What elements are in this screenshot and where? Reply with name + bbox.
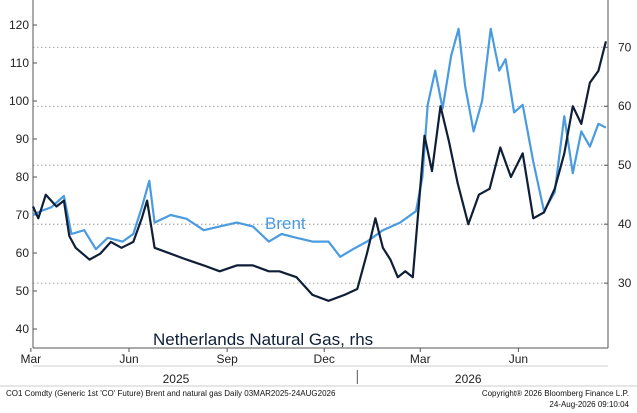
x-tick-label: Jun <box>509 352 528 366</box>
left-tick-label: 110 <box>10 56 29 70</box>
x-tick-label: Mar <box>410 352 431 366</box>
year-label: 2026 <box>455 372 482 386</box>
right-tick-label: 40 <box>618 217 632 231</box>
series-label-brent: Brent <box>265 214 306 233</box>
x-tick-label: Sep <box>216 352 238 366</box>
left-tick-label: 40 <box>16 322 30 336</box>
left-tick-label: 50 <box>16 284 30 298</box>
left-tick-label: 100 <box>9 94 29 108</box>
right-tick-label: 30 <box>618 276 632 290</box>
x-tick-label: Mar <box>21 352 42 366</box>
footer-timestamp: 24-Aug-2026 09:10:04 <box>549 400 629 409</box>
footer-copyright: Copyright® 2026 Bloomberg Finance L.P. <box>481 389 629 398</box>
left-tick-label: 80 <box>16 170 30 184</box>
right-tick-label: 50 <box>618 158 632 172</box>
left-tick-label: 60 <box>16 246 30 260</box>
brent-line <box>32 27 607 258</box>
series <box>31 27 607 302</box>
axes <box>0 0 637 387</box>
right-tick-label: 70 <box>618 40 632 54</box>
right-tick-label: 60 <box>618 99 632 113</box>
series-label-gas: Netherlands Natural Gas, rhs <box>153 330 373 349</box>
left-tick-label: 70 <box>16 208 30 222</box>
x-tick-label: Jun <box>119 352 138 366</box>
footer-source: CO1 Comdty (Generic 1st 'CO' Future) Bre… <box>6 389 336 398</box>
labels: 40 50 60 70 80 90 100 110 120 30 40 50 60 70 Mar Jun Sep… <box>9 18 632 386</box>
gas-line <box>31 41 607 302</box>
left-tick-label: 120 <box>9 18 29 32</box>
left-tick-label: 90 <box>16 132 30 146</box>
x-tick-label: Dec <box>314 352 335 366</box>
year-label: 2025 <box>163 372 190 386</box>
